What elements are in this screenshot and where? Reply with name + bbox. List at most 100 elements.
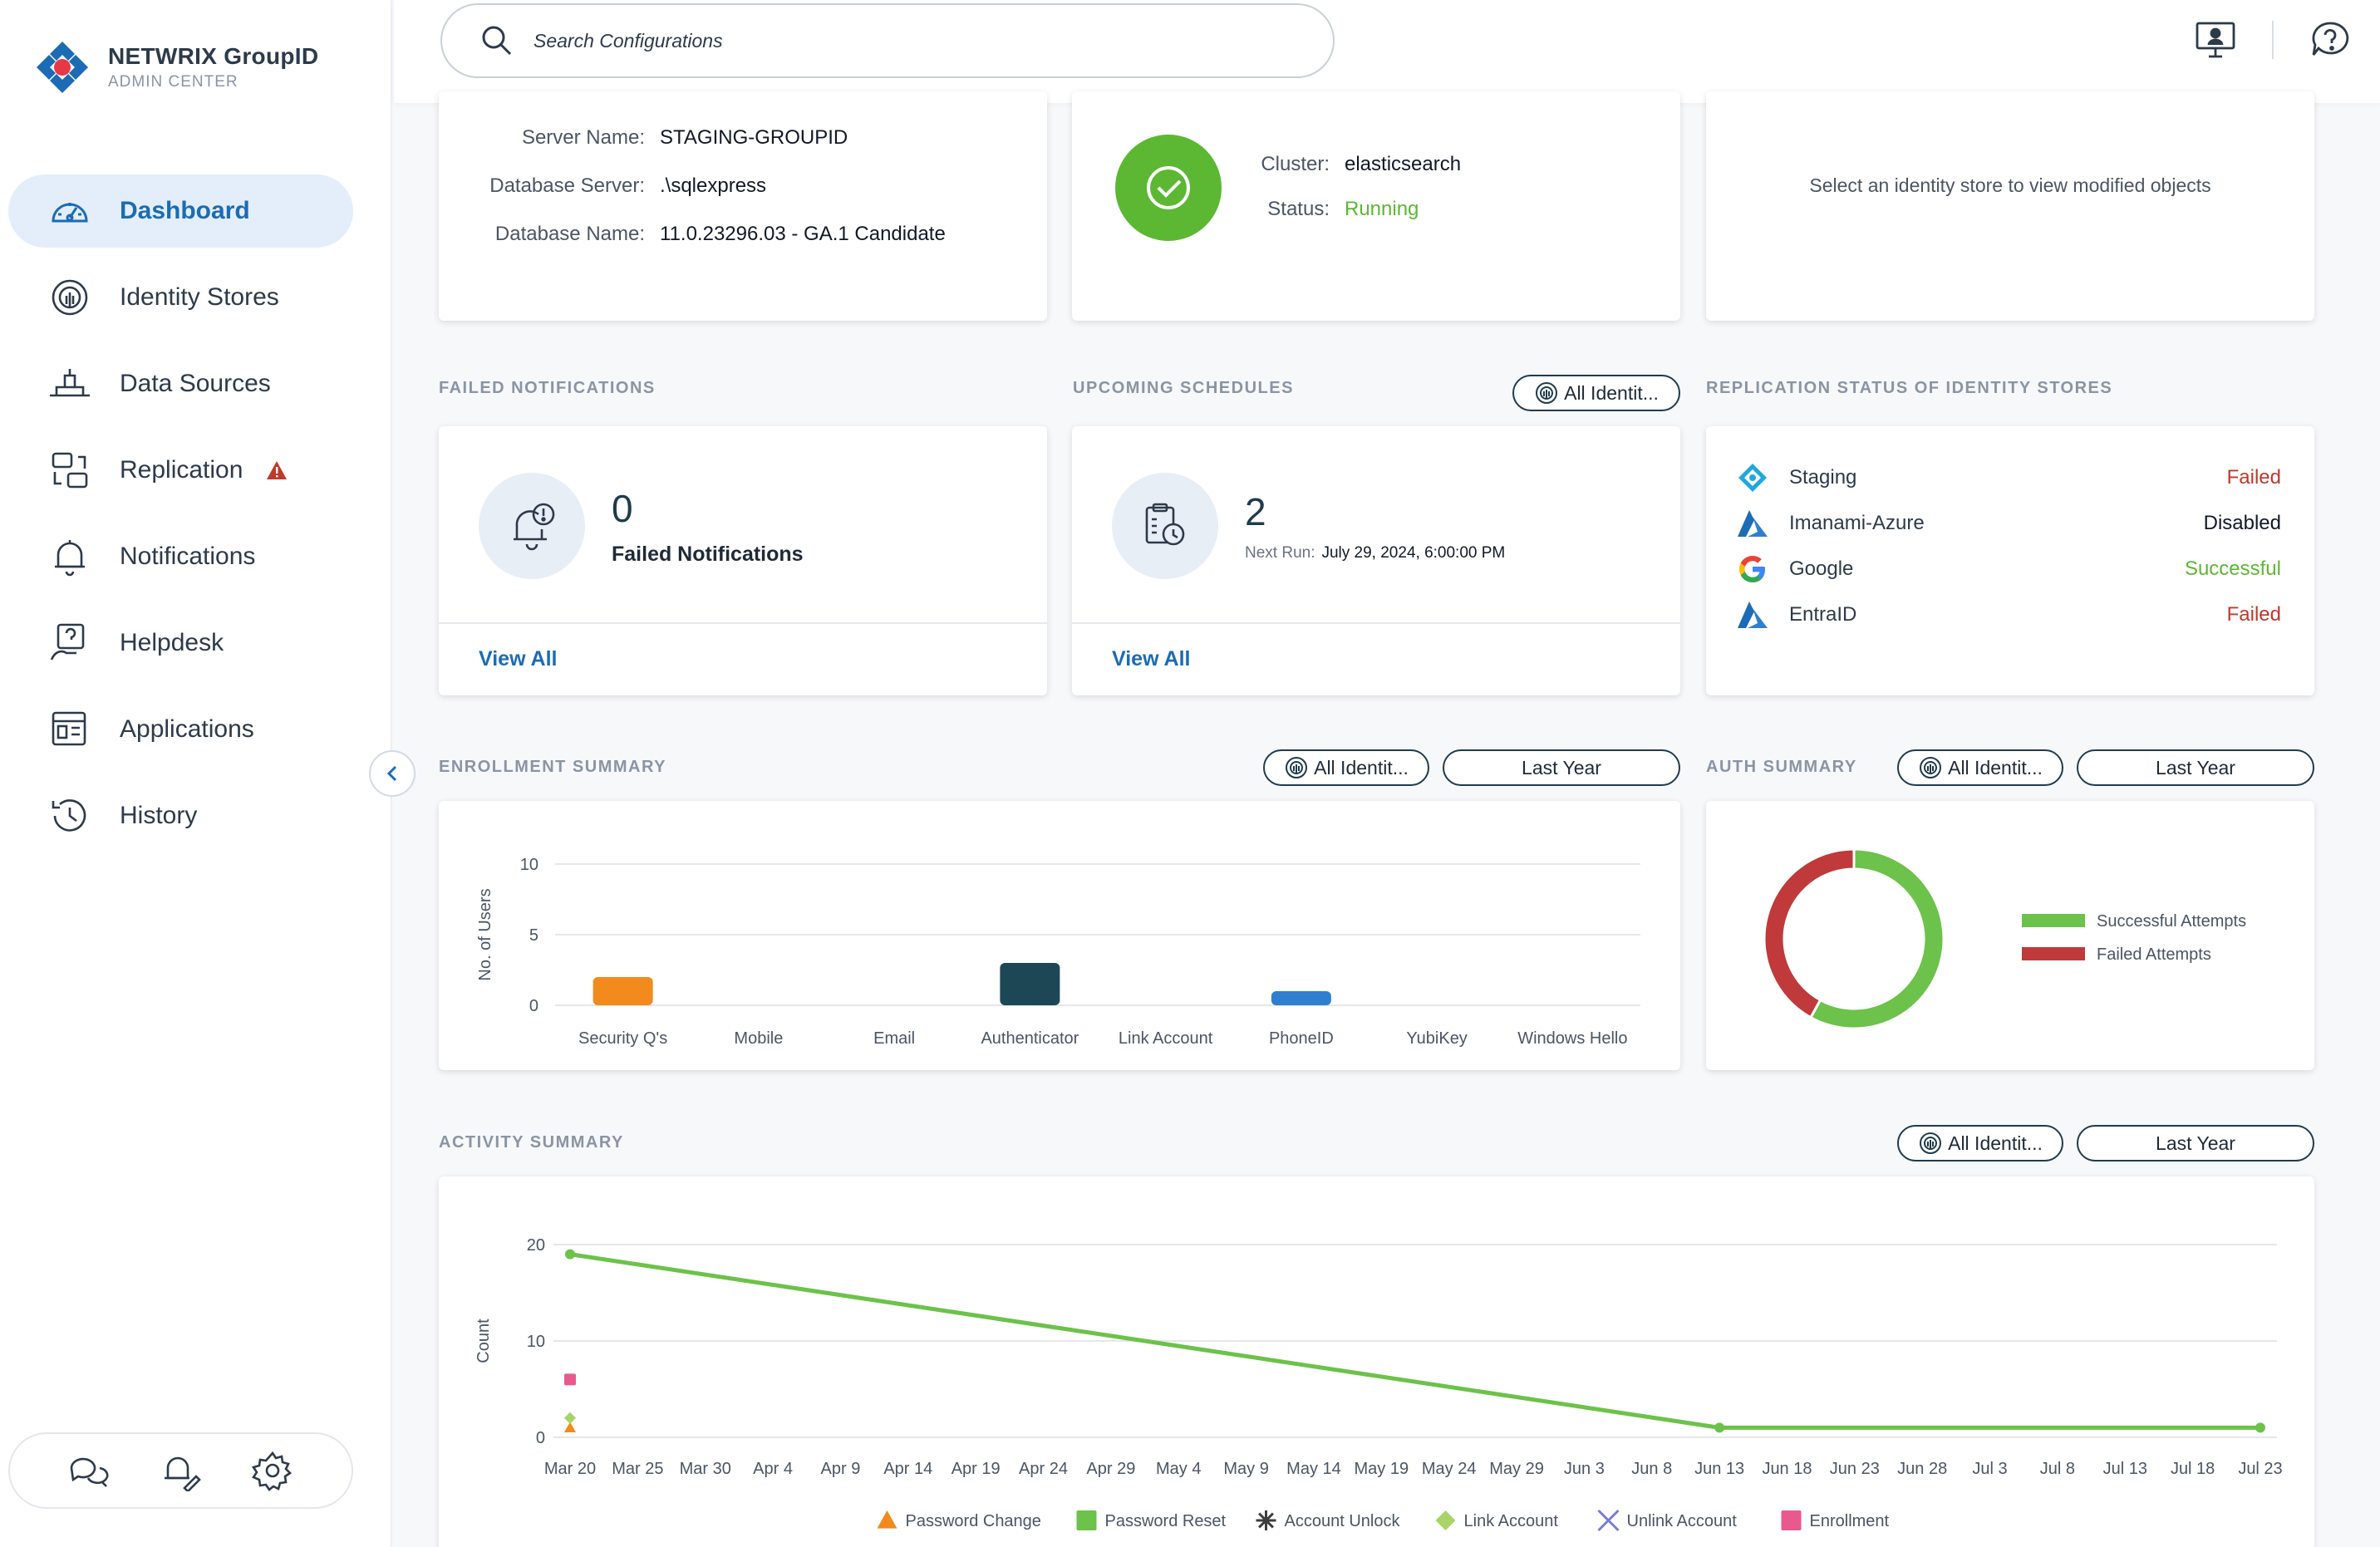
- failed-notifications-view-all[interactable]: View All: [479, 647, 558, 670]
- failed-notifications-label: Failed Notifications: [612, 543, 804, 566]
- cluster-value: elasticsearch: [1345, 153, 1462, 175]
- x-tick-label: Jun 8: [1631, 1460, 1672, 1478]
- y-axis-label: No. of Users: [476, 888, 494, 980]
- helpdesk-icon: [45, 618, 95, 668]
- brand-subtitle: ADMIN CENTER: [108, 73, 238, 91]
- legend-label: Password Change: [906, 1512, 1041, 1530]
- enrollment-identity-store-filter[interactable]: All Identit...: [1263, 749, 1429, 786]
- y-tick-label: 10: [520, 856, 538, 874]
- x-tick-label: Mar 30: [680, 1460, 731, 1478]
- failed-notifications-card: 0 Failed Notifications View All: [439, 426, 1047, 695]
- replication-store-name: Staging: [1789, 466, 1857, 489]
- search-box[interactable]: [440, 3, 1335, 78]
- upcoming-identity-store-filter[interactable]: All Identit...: [1512, 375, 1680, 411]
- point-marker: [1597, 1509, 1620, 1532]
- sidebar-item-replication[interactable]: Replication: [8, 434, 353, 507]
- point-marker: [564, 1422, 576, 1432]
- sidebar-item-helpdesk[interactable]: Helpdesk: [8, 607, 353, 680]
- point-marker: [1076, 1510, 1097, 1530]
- history-icon: [45, 791, 95, 841]
- sidebar-item-data-sources[interactable]: Data Sources: [8, 347, 353, 420]
- x-tick-label: PhoneID: [1269, 1029, 1334, 1048]
- x-tick-label: Jun 28: [1897, 1460, 1947, 1478]
- next-run-value: July 29, 2024, 6:00:00 PM: [1321, 544, 1506, 562]
- replication-store-status: Successful: [2184, 557, 2281, 580]
- replication-status-card: Staging Failed Imanami-Azure Disabled Go…: [1706, 426, 2314, 695]
- filter-label: All Identit...: [1948, 1132, 2043, 1154]
- x-tick-label: Apr 4: [753, 1460, 793, 1478]
- sidebar-item-dashboard[interactable]: Dashboard: [8, 174, 353, 248]
- series-point: [2255, 1422, 2265, 1433]
- sidebar-item-identity-stores[interactable]: Identity Stores: [8, 261, 353, 334]
- auth-identity-store-filter[interactable]: All Identit...: [1897, 749, 2063, 786]
- replication-row[interactable]: Google Successful: [1736, 552, 2281, 586]
- point-marker: [1435, 1510, 1456, 1530]
- netwrix-logo-icon: [37, 42, 88, 93]
- bell-alert-icon: [514, 503, 555, 551]
- gear-icon[interactable]: [251, 1450, 293, 1491]
- brand-logo[interactable]: NETWRIX GroupID ADMIN CENTER: [32, 37, 318, 98]
- sidebar-item-applications[interactable]: Applications: [8, 693, 353, 766]
- sidebar: NETWRIX GroupID ADMIN CENTER Dashboard I…: [0, 0, 392, 1547]
- azure-icon: [1736, 507, 1769, 540]
- donut-slice: [1763, 847, 1856, 1019]
- point-marker: [564, 1373, 576, 1386]
- x-tick-label: May 19: [1355, 1460, 1409, 1478]
- x-tick-label: Jul 8: [2040, 1460, 2075, 1478]
- sidebar-nav: Dashboard Identity Stores Data Sources R…: [8, 174, 353, 866]
- x-tick-label: May 24: [1422, 1460, 1477, 1478]
- upcoming-view-all[interactable]: View All: [1112, 647, 1191, 670]
- replication-row[interactable]: Staging Failed: [1736, 461, 2281, 494]
- sidebar-item-notifications[interactable]: Notifications: [8, 520, 353, 593]
- x-tick-label: May 29: [1489, 1460, 1544, 1478]
- enrollment-period-select[interactable]: Last Year: [1443, 749, 1680, 786]
- activity-identity-store-filter[interactable]: All Identit...: [1897, 1125, 2063, 1161]
- chat-icon[interactable]: [68, 1450, 110, 1491]
- db-name-label: Database Name:: [494, 223, 645, 245]
- legend-label: Failed Attempts: [2097, 945, 2211, 964]
- replication-row[interactable]: EntraID Failed: [1736, 598, 2281, 631]
- enrollment-summary-card: 0 5 10 No. of Users Security Q's Mobile Email A…: [439, 801, 1680, 1070]
- staging-icon: [1736, 461, 1769, 494]
- x-tick-label: Jul 23: [2238, 1460, 2282, 1478]
- sidebar-item-label: Replication: [120, 456, 243, 484]
- identity-store-icon: [1286, 757, 1308, 778]
- help-icon[interactable]: [2305, 15, 2355, 65]
- azure-icon: [1736, 598, 1769, 631]
- status-label: Status:: [1267, 198, 1330, 220]
- x-tick-label: Authenticator: [981, 1029, 1079, 1048]
- sidebar-item-history[interactable]: History: [8, 779, 353, 852]
- status-value: Running: [1345, 198, 1419, 220]
- replication-row[interactable]: Imanami-Azure Disabled: [1736, 507, 2281, 540]
- monitor-icon[interactable]: [2191, 15, 2240, 65]
- dashboard-icon: [45, 186, 95, 236]
- legend-label: Password Reset: [1105, 1512, 1227, 1530]
- activity-period-select[interactable]: Last Year: [2077, 1125, 2314, 1161]
- collapse-sidebar-button[interactable]: [369, 750, 416, 797]
- server-info-card: Server Name: STAGING-GROUPID Database Se…: [439, 91, 1047, 321]
- search-input[interactable]: [534, 29, 1198, 52]
- replication-icon: [45, 445, 95, 495]
- x-tick-label: Apr 19: [952, 1460, 1001, 1478]
- replication-store-status: Disabled: [2203, 512, 2281, 534]
- upcoming-count: 2: [1245, 490, 1266, 533]
- x-tick-label: Jul 18: [2171, 1460, 2215, 1478]
- x-tick-label: Mar 20: [544, 1460, 596, 1478]
- brand-title: NETWRIX GroupID: [108, 43, 319, 69]
- auth-period-select[interactable]: Last Year: [2077, 749, 2314, 786]
- auth-summary-title: AUTH SUMMARY: [1706, 758, 1857, 776]
- replication-store-name: Google: [1789, 557, 1854, 580]
- data-sources-icon: [45, 359, 95, 409]
- db-server-value: .\sqlexpress: [660, 174, 767, 197]
- x-tick-label: Email: [873, 1029, 915, 1048]
- replication-store-status: Failed: [2226, 466, 2281, 489]
- sidebar-item-label: Dashboard: [120, 197, 250, 224]
- legend-swatch: [2022, 947, 2085, 960]
- x-tick-label: Apr 24: [1019, 1460, 1068, 1478]
- y-tick-label: 5: [529, 926, 538, 945]
- notification-settings-icon[interactable]: [160, 1450, 202, 1491]
- x-tick-label: Jun 23: [1830, 1460, 1880, 1478]
- x-tick-label: Jun 3: [1564, 1460, 1605, 1478]
- period-label: Last Year: [1522, 756, 1601, 778]
- identity-store-icon: [1920, 757, 1942, 778]
